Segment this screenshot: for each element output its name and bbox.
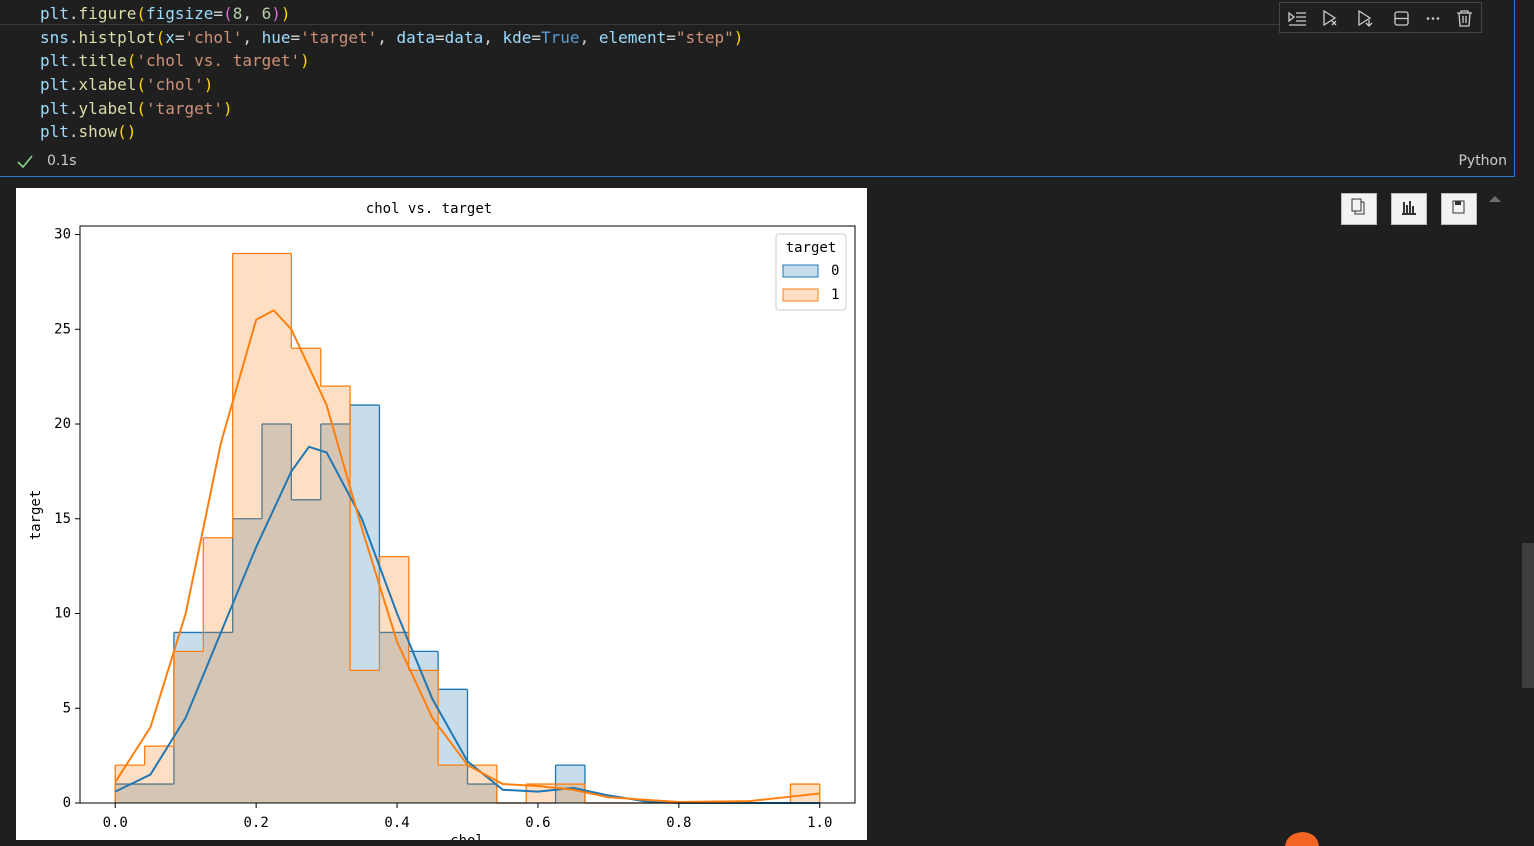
code-line: plt.xlabel('chol')	[40, 75, 214, 95]
code-line: plt.ylabel('target')	[40, 98, 233, 118]
legend-label: 1	[831, 287, 839, 303]
more-button[interactable]	[1426, 17, 1440, 20]
y-tick-label: 30	[54, 227, 71, 243]
histogram-bin	[350, 405, 380, 803]
kde-line	[114, 309, 820, 804]
scrollbar-thumb[interactable]	[1522, 543, 1534, 688]
y-tick-label: 20	[54, 416, 71, 432]
y-tick-label: 15	[54, 511, 71, 527]
run-by-line-button[interactable]	[1288, 11, 1306, 26]
histogram-bin	[144, 784, 174, 803]
histogram-bin	[203, 537, 233, 803]
save-output-button[interactable]	[1441, 193, 1477, 225]
histogram-bin	[379, 632, 409, 803]
histogram-bin	[173, 651, 204, 803]
code-line: plt.figure(figsize=(8, 6))	[40, 4, 291, 23]
histogram-bin	[232, 253, 262, 803]
copy-icon	[1351, 198, 1365, 215]
histogram-bin	[320, 386, 351, 803]
cell-toolbar	[1279, 2, 1482, 33]
chart-title: chol vs. target	[366, 201, 492, 217]
legend-swatch	[782, 288, 819, 302]
legend-label: 0	[831, 263, 839, 279]
execute-above-button[interactable]	[1323, 9, 1337, 27]
code-editor[interactable]: plt.figure(figsize=(8, 6)) sns.histplot(x…	[40, 2, 743, 144]
collapse-arrow[interactable]	[1488, 194, 1502, 204]
cell-divider	[0, 24, 1280, 25]
toolbar-icons	[1288, 9, 1472, 27]
histogram-bin	[555, 784, 585, 803]
histogram-bin	[438, 765, 468, 803]
histogram-bin	[173, 632, 204, 803]
chart: chol vs. target target chol 0.0 0.2 0.4 0.6…	[16, 188, 867, 840]
legend-swatch	[782, 264, 819, 278]
y-tick-label: 5	[63, 700, 71, 716]
code-line: plt.show()	[40, 122, 137, 142]
y-tick-label: 0	[63, 795, 71, 811]
success-check	[17, 155, 33, 169]
legend: target 0 1	[775, 233, 847, 311]
language-label[interactable]: Python	[1458, 153, 1507, 169]
cell-border	[0, 176, 1515, 177]
delete-cell-button[interactable]	[1457, 10, 1472, 27]
histogram-bin	[261, 424, 292, 803]
x-tick-label: 0.8	[666, 815, 691, 831]
histogram-bin	[261, 253, 292, 803]
y-tick-label: 25	[54, 321, 71, 337]
chart-output-button[interactable]	[1391, 193, 1427, 225]
x-tick-label: 0.0	[103, 815, 128, 831]
split-cell-button[interactable]	[1394, 11, 1409, 26]
histogram-bin	[350, 670, 380, 803]
x-tick-label: 0.4	[384, 815, 409, 831]
histogram-bin	[467, 765, 497, 803]
histogram-bin	[790, 784, 820, 803]
x-tick-label: 0.6	[525, 815, 550, 831]
legend-box	[775, 233, 847, 311]
histogram-bin	[291, 348, 321, 803]
x-tick-label: 0.2	[243, 815, 268, 831]
cell-border	[1514, 0, 1515, 177]
x-tick-label: 1.0	[807, 815, 832, 831]
save-icon	[1452, 200, 1465, 214]
x-axis-label: chol	[450, 833, 484, 840]
histogram-bin	[408, 670, 439, 803]
histogram-bin	[291, 499, 321, 803]
legend-title: target	[786, 240, 837, 256]
plot-frame	[79, 225, 856, 804]
y-tick-label: 10	[54, 606, 71, 622]
app-logo	[1285, 832, 1319, 846]
histogram-bin	[526, 784, 556, 803]
copy-output-button[interactable]	[1341, 193, 1377, 225]
code-line: sns.histplot(x='chol', hue='target', dat…	[40, 27, 744, 47]
execution-time: 0.1s	[47, 153, 77, 169]
execute-below-button[interactable]	[1358, 9, 1373, 27]
code-line: plt.title('chol vs. target')	[40, 51, 310, 71]
y-axis-label: target	[28, 490, 44, 541]
chart-icon	[1402, 201, 1416, 215]
histogram-bin	[467, 784, 497, 803]
histogram-bin	[379, 556, 409, 803]
